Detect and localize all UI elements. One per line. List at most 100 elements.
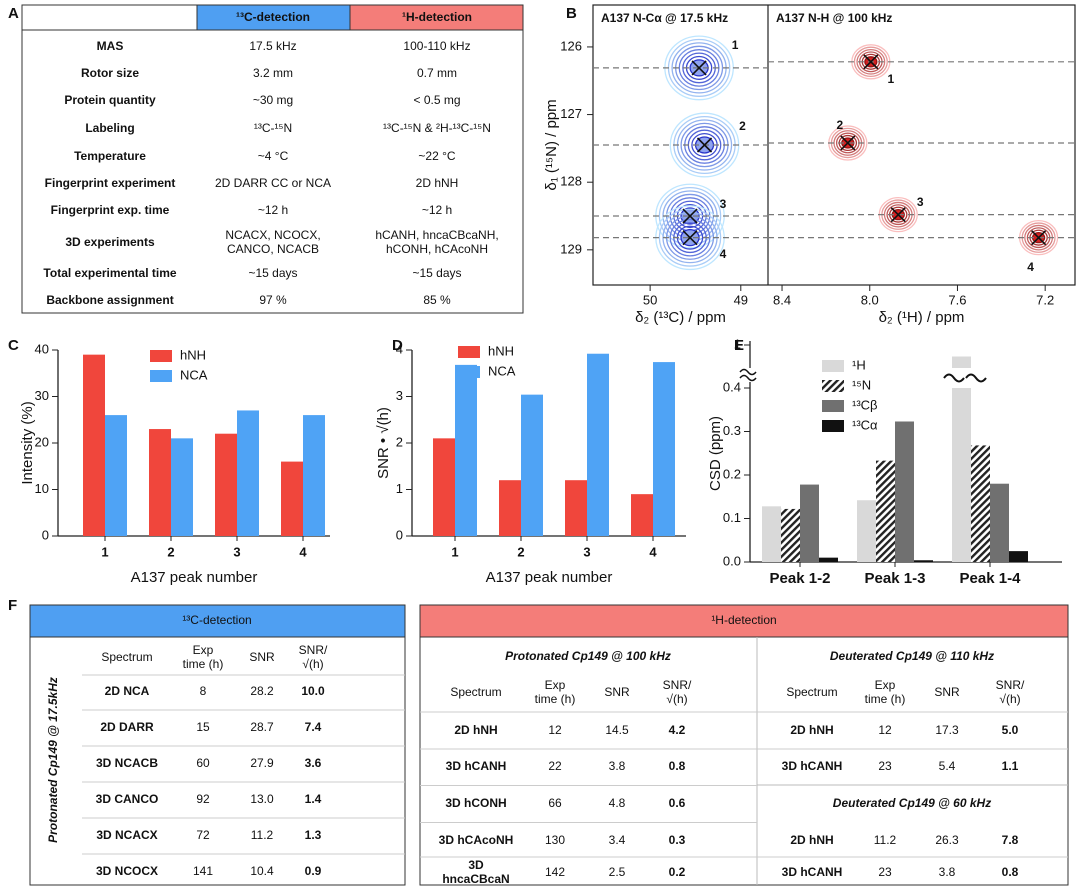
cell: 3.4 [609,833,626,847]
cell: 10.4 [250,864,274,878]
cell: ¹³C-¹⁵N [254,121,292,135]
row-label: Backbone assignment [46,293,173,307]
y-tick-label: 0.4 [723,379,741,394]
contour [669,218,711,257]
x-tick-label: 7.2 [1036,292,1054,307]
column-header: Exp [193,643,214,657]
bar [565,480,587,536]
row-label: Fingerprint experiment [45,176,176,190]
cell: 12 [878,723,892,737]
panel-label: C [8,337,19,354]
column-header: SNR/ [996,678,1025,692]
x-tick-label: 3 [233,544,240,559]
spectrum-title: A137 N-H @ 100 kHz [776,11,892,25]
cell: 27.9 [250,756,274,770]
cell: 97 % [259,293,287,307]
x-tick-label: 2 [517,544,524,559]
cell: 8 [200,684,207,698]
row-label: Rotor size [81,66,139,80]
bar [587,353,609,536]
cell: 0.2 [669,865,686,879]
cell: 4.2 [669,723,686,737]
cell: ~15 days [412,266,461,280]
x-tick-label: 7.6 [948,292,966,307]
bar [819,557,838,562]
bar [971,445,990,562]
cell: 0.3 [669,833,686,847]
cell: 3.2 mm [253,66,293,80]
legend-label: ¹⁵N [852,377,871,392]
bar [455,364,477,536]
legend-label: hNH [488,343,514,358]
column-header: time (h) [183,657,224,671]
row-label: 3D hCAcoNH [439,833,514,847]
row-label: 3D NCACX [96,828,157,842]
cell: 12 [548,723,562,737]
x-tick-label: 3 [583,544,590,559]
y-axis-label: CSD (ppm) [707,416,724,491]
legend-swatch [458,366,480,378]
x-tick-label: Peak 1-4 [960,570,1022,587]
bar [990,483,1009,562]
x-tick-label: 50 [643,292,657,307]
row-label: 3D experiments [65,235,155,249]
legend-swatch [822,420,844,432]
row-label: 3D [468,858,484,872]
contour [658,208,722,267]
legend-swatch [822,380,844,392]
table-h1-frame [419,604,1069,886]
legend-label: ¹H [852,357,866,372]
legend-label: NCA [488,363,516,378]
x-axis-label: δ₂ (¹³C) / ppm [635,309,726,326]
cell: 17.3 [935,723,959,737]
x-tick-label: 8.4 [773,292,791,307]
x-axis-label: A137 peak number [131,569,258,586]
y-tick-label: 1 [396,481,403,496]
row-label: 2D hNH [790,723,833,737]
column-header: √(h) [666,692,687,706]
cell: 26.3 [935,833,959,847]
x-tick-label: 1 [101,544,108,559]
peak-label: 4 [720,247,727,261]
table-header: ¹³C-detection [182,613,251,627]
peak-marker [890,207,906,223]
row-label: 3D CANCO [96,792,159,806]
header-cell [419,604,1069,638]
cell: 3.8 [939,865,956,879]
cell: ~30 mg [253,93,293,107]
row-label: 2D hNH [454,723,497,737]
y-tick-label: 0 [42,527,49,542]
bar [433,438,455,536]
cell: 7.4 [305,720,322,734]
cell: ~4 °C [258,149,289,163]
panel-label: F [8,597,17,614]
x-axis-label: δ₂ (¹H) / ppm [879,309,965,326]
y-tick-label: 0.0 [723,553,741,568]
legend-label: hNH [180,347,206,362]
y-tick-label: 0.1 [723,510,741,525]
bar [876,460,895,562]
legend-label: ¹³Cα [852,417,878,432]
cell: 2D DARR CC or NCA [215,176,331,190]
cell: ~15 days [248,266,297,280]
cell: ~22 °C [418,149,455,163]
y-axis-label: SNR • √(h) [375,407,392,479]
bar [857,500,876,562]
cell: 2D hNH [416,176,459,190]
row-label: 3D NCOCX [96,864,158,878]
x-axis-label: A137 peak number [486,569,613,586]
column-header: √(h) [302,657,323,671]
bar [215,433,237,536]
cell: CANCO, NCACB [227,242,319,256]
cell: 3.8 [609,759,626,773]
cell: 3.6 [305,756,322,770]
cell: 1.4 [305,792,322,806]
peak-marker [840,135,856,151]
x-tick-label: 2 [167,544,174,559]
legend-swatch [150,370,172,382]
row-label: 3D NCACB [96,756,158,770]
bar [83,354,105,536]
cell: ¹³C-¹⁵N & ²H-¹³C-¹⁵N [383,121,491,135]
row-label: Labeling [85,121,134,135]
